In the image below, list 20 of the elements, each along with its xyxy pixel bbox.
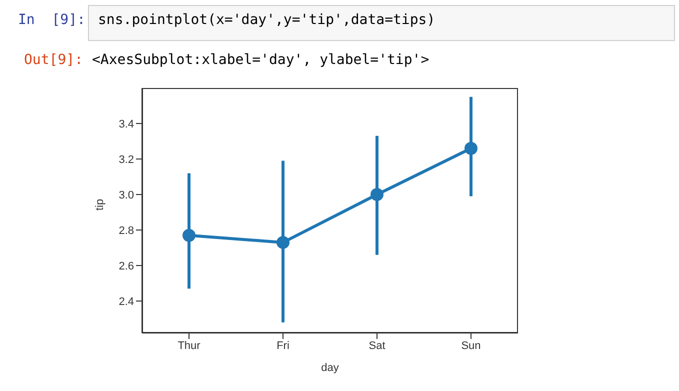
y-tick-label: 3.0 xyxy=(118,189,134,202)
text: <AxesSubplot:xlabel='day', ylabel='tip'> xyxy=(92,52,430,68)
x-tick-label: Thur xyxy=(178,340,201,352)
point xyxy=(370,188,384,202)
x-tick-label: Fri xyxy=(276,340,290,352)
y-tick-label: 2.6 xyxy=(118,260,134,272)
x-tick-label: Sat xyxy=(368,340,386,352)
y-tick-label: 3.2 xyxy=(118,154,134,166)
y-tick-label: 2.8 xyxy=(118,224,134,237)
y-tick-label: 2.4 xyxy=(118,296,134,308)
text: Out[9]: xyxy=(24,52,84,68)
y-axis-title: tip xyxy=(94,198,106,210)
text: In [9]: xyxy=(18,12,86,28)
point xyxy=(182,228,196,242)
x-axis-title: day xyxy=(321,362,340,374)
point xyxy=(276,236,290,249)
text: sns.pointplot(x='day',y='tip',data=tips) xyxy=(98,12,436,28)
point xyxy=(464,142,478,155)
y-tick-label: 3.4 xyxy=(118,118,134,130)
x-tick-label: Sun xyxy=(461,340,481,352)
